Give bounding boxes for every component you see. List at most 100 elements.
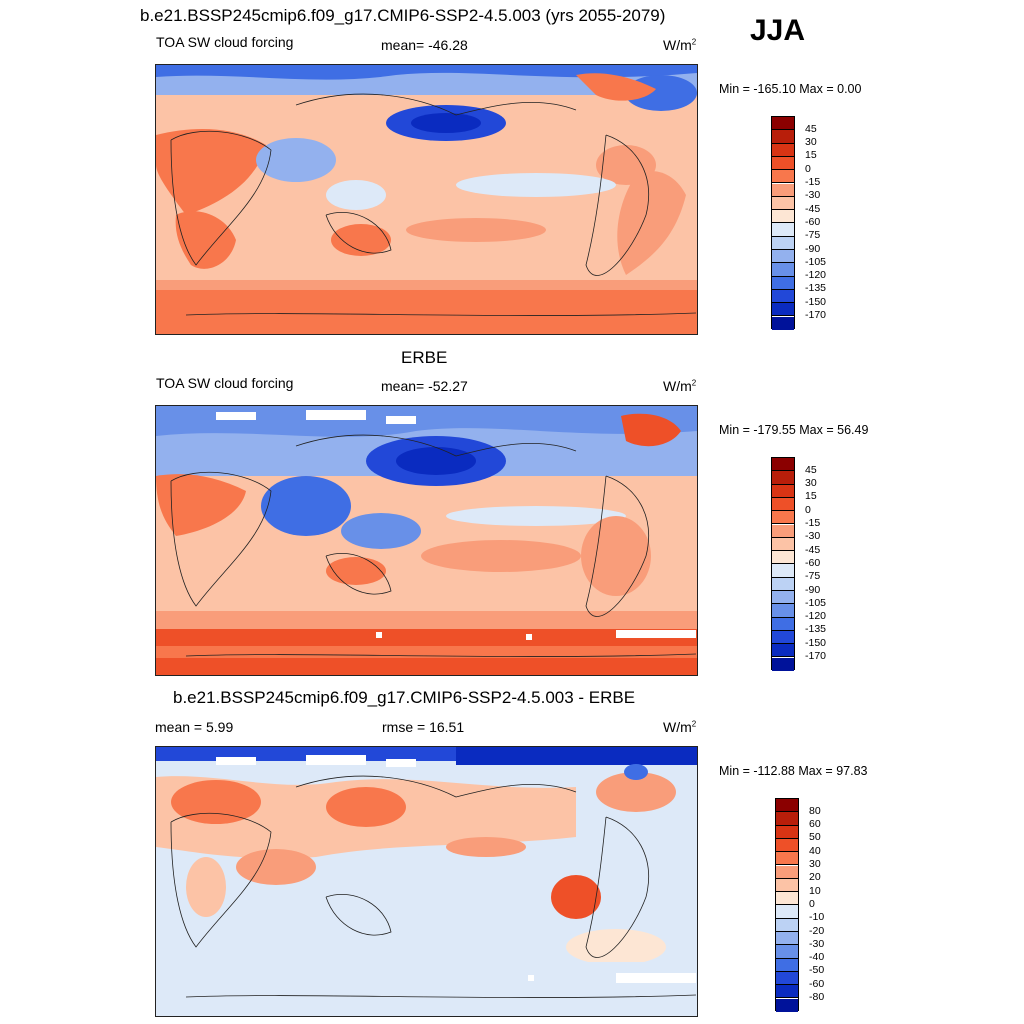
colorbar-tick-label: -45 [805,543,821,556]
colorbar-tick-label: 20 [809,871,821,884]
colorbar-swatch [776,932,798,946]
colorbar-tick-label: -75 [805,229,821,242]
colorbar-tick-label: 60 [809,818,821,831]
panel-diff-map [155,746,698,1017]
colorbar-swatch [772,130,794,144]
panel-model-map [155,64,698,335]
colorbar-swatch [772,630,794,645]
colorbar-tick-label: 45 [805,463,817,476]
panel-model-colorbar: 45 30 15 0 -15 -30 -45 -60 -75 -90 -105 … [771,116,891,330]
panel-obs-units: W/m2 [663,378,697,394]
panel-model-minmax: Min = -165.10 Max = 0.00 [719,82,862,96]
colorbar-swatch [772,143,794,157]
colorbar-tick-label: -170 [805,309,827,321]
colorbar-swatch [776,905,798,919]
colorbar-tick-label: -170 [805,650,827,662]
colorbar-tick-label: -30 [805,530,821,543]
colorbar-swatch [772,551,794,565]
colorbar-tick-label: -150 [805,636,827,649]
colorbar-tick-label: -105 [805,255,827,268]
panel-diff-colorbar-box [775,798,799,1012]
colorbar-swatch [772,591,794,605]
panel-obs-colorbar-box [771,457,795,671]
panel-obs-mean-label: mean= -52.27 [381,378,468,394]
colorbar-swatch [776,865,798,879]
panel-diff-colorbar: 80 60 50 40 30 20 10 0 -10 -20 -30 -40 -… [775,798,895,1012]
colorbar-tick-label: -135 [805,623,827,636]
colorbar-swatch [772,511,794,525]
colorbar-tick-label: -30 [809,937,825,950]
colorbar-tick-label: -20 [809,924,825,937]
colorbar-swatch [772,524,794,538]
colorbar-tick-label: -10 [809,911,825,924]
colorbar-swatch [772,289,794,304]
colorbar-tick-label: -105 [805,596,827,609]
panel-obs-minmax: Min = -179.55 Max = 56.49 [719,423,869,437]
colorbar-tick-label: -30 [805,189,821,202]
colorbar-swatch [772,644,794,658]
colorbar-swatch [772,250,794,264]
panel-obs-title: ERBE [401,348,448,367]
colorbar-swatch [772,276,794,290]
colorbar-tick-label: 0 [805,503,811,516]
colorbar-swatch [776,852,798,866]
colorbar-tick-label: -15 [805,176,821,188]
panel-model-title: b.e21.BSSP245cmip6.f09_g17.CMIP6-SSP2-4.… [140,6,666,25]
colorbar-tick-label: -135 [805,282,827,295]
colorbar-swatch [772,471,794,485]
colorbar-swatch [776,838,798,853]
panel-diff-rmse-label: rmse = 16.51 [382,719,465,735]
colorbar-tick-label: 40 [809,844,821,857]
panel-model-mean-label: mean= -46.28 [381,37,468,53]
colorbar-tick-label: 50 [809,831,821,844]
colorbar-tick-label: 0 [805,162,811,175]
colorbar-swatch [772,484,794,498]
panel-obs-variable-label: TOA SW cloud forcing [156,375,294,391]
colorbar-swatch [772,617,794,631]
colorbar-swatch [776,799,798,813]
colorbar-swatch [772,316,794,330]
colorbar-swatch [772,577,794,591]
colorbar-swatch [772,117,794,131]
colorbar-swatch [776,878,798,893]
colorbar-swatch [772,156,794,171]
panel-model-colorbar-box [771,116,795,330]
panel-model-variable-label: TOA SW cloud forcing [156,34,294,50]
panel-diff-mean-label: mean = 5.99 [155,719,234,735]
colorbar-swatch [772,537,794,552]
colorbar-tick-label: 30 [805,136,817,149]
colorbar-swatch [776,971,798,986]
panel-obs-map [155,405,698,676]
colorbar-tick-label: 10 [809,884,821,897]
colorbar-swatch [772,263,794,277]
colorbar-swatch [776,958,798,972]
colorbar-swatch [776,892,798,906]
colorbar-tick-label: -40 [809,951,825,964]
colorbar-swatch [776,825,798,839]
colorbar-tick-label: 15 [805,149,817,162]
colorbar-swatch [772,604,794,618]
colorbar-swatch [772,564,794,578]
colorbar-tick-label: -150 [805,295,827,308]
panel-diff-units: W/m2 [663,719,697,735]
panel-diff-minmax: Min = -112.88 Max = 97.83 [719,764,868,778]
colorbar-swatch [772,303,794,317]
colorbar-tick-label: -45 [805,202,821,215]
colorbar-tick-label: -120 [805,269,827,282]
colorbar-swatch [772,497,794,512]
panel-model-units: W/m2 [663,37,697,53]
colorbar-swatch [772,657,794,671]
colorbar-swatch [772,170,794,184]
colorbar-swatch [772,183,794,197]
colorbar-swatch [772,196,794,211]
colorbar-swatch [776,918,798,932]
colorbar-tick-label: -60 [805,556,821,569]
panel-diff-title: b.e21.BSSP245cmip6.f09_g17.CMIP6-SSP2-4.… [173,688,636,707]
colorbar-tick-label: 30 [805,477,817,490]
colorbar-tick-label: -90 [805,583,821,596]
season-label: JJA [750,14,806,47]
colorbar-tick-label: -50 [809,964,825,977]
colorbar-swatch [776,985,798,999]
colorbar-tick-label: -80 [809,991,825,1003]
colorbar-tick-label: 80 [809,804,821,817]
